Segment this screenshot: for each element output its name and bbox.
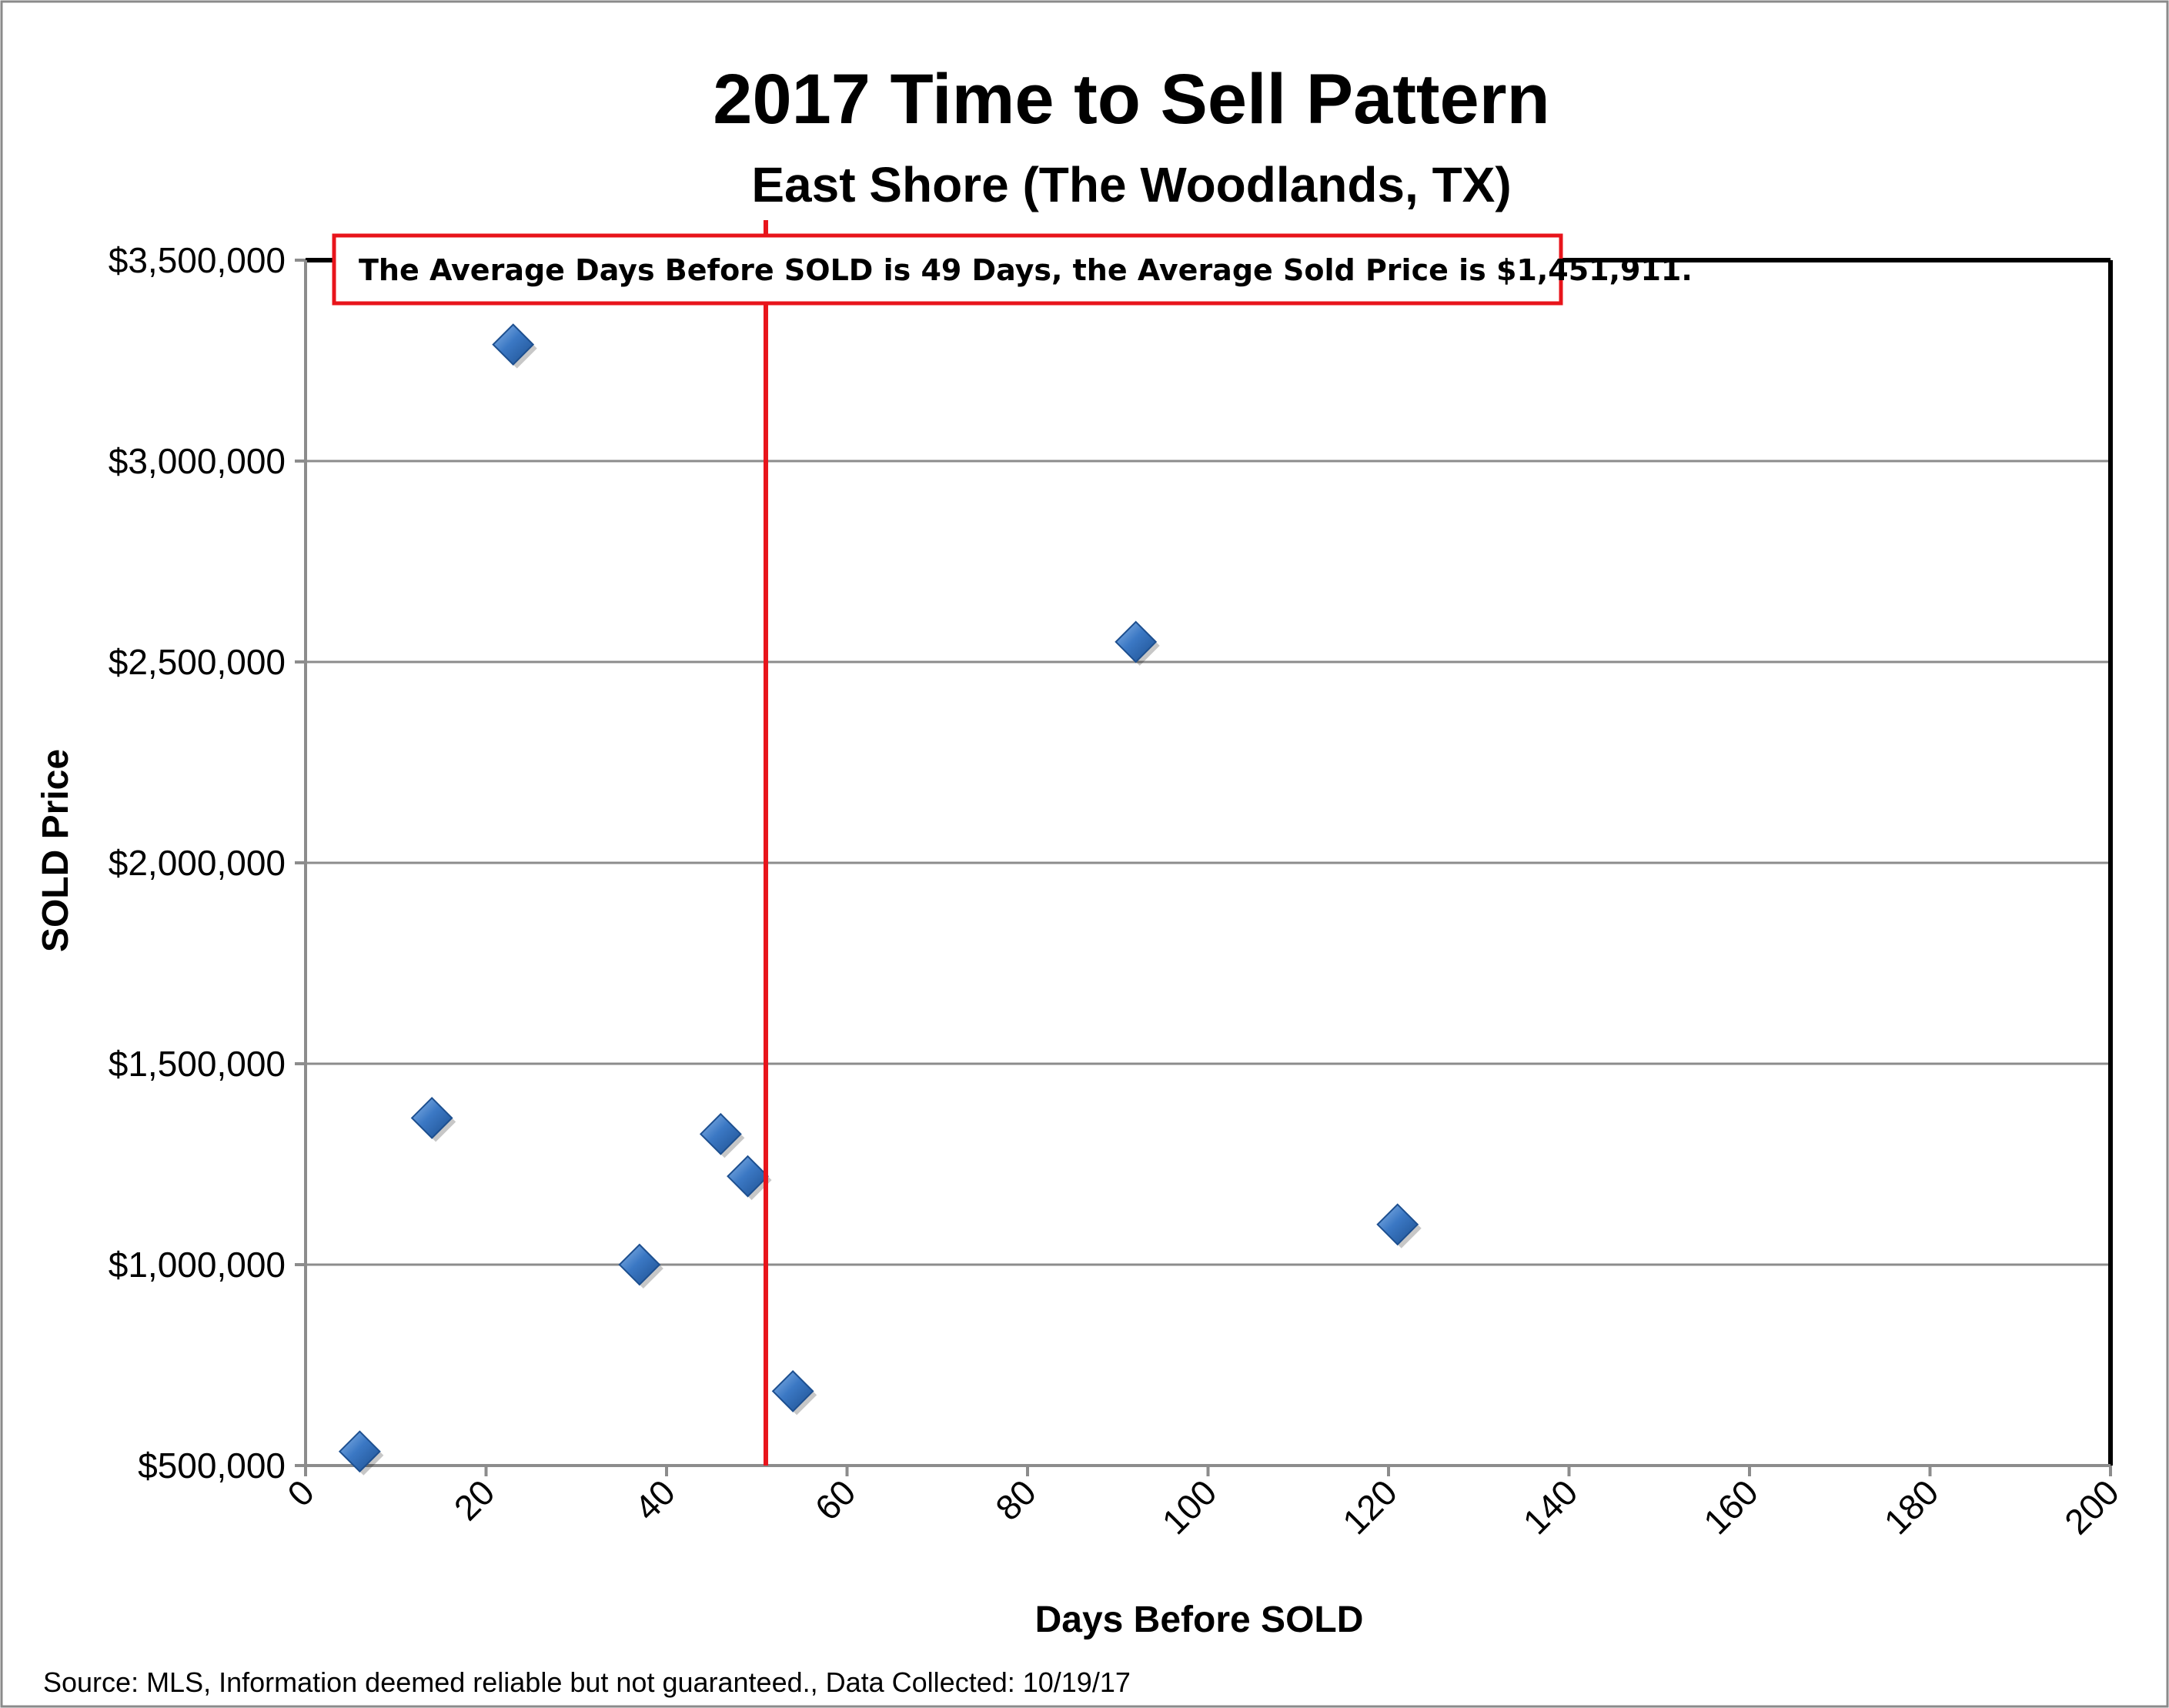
source-note: Source: MLS, Information deemed reliable… [43, 1666, 1131, 1698]
annotation-text: The Average Days Before SOLD is 49 Days,… [359, 253, 1693, 287]
data-point [492, 323, 535, 366]
data-point [1115, 620, 1158, 663]
data-point [1376, 1203, 1419, 1246]
y-tick-label: $500,000 [138, 1446, 286, 1486]
data-points [338, 323, 1422, 1476]
data-point [618, 1243, 661, 1286]
data-point [410, 1097, 453, 1139]
y-tick-label: $1,500,000 [109, 1044, 286, 1084]
data-point [771, 1370, 814, 1412]
y-tick-label: $2,500,000 [109, 642, 286, 682]
y-tick-label: $1,000,000 [109, 1245, 286, 1285]
x-axis-label: Days Before SOLD [1035, 1599, 1364, 1640]
grid-lines [306, 460, 2111, 1266]
chart-title: 2017 Time to Sell Pattern [713, 60, 1549, 139]
data-point [727, 1155, 769, 1198]
y-tick-label: $2,000,000 [109, 843, 286, 883]
chart-subtitle: East Shore (The Woodlands, TX) [751, 157, 1511, 212]
y-tick-labels: $500,000 $1,000,000 $1,500,000 $2,000,000 $2… [109, 240, 286, 1486]
annotation-box [332, 233, 1563, 306]
y-tick-label: $3,500,000 [109, 240, 286, 280]
y-tick-label: $3,000,000 [109, 441, 286, 481]
y-axis-label: SOLD Price [35, 749, 76, 952]
data-point [699, 1112, 742, 1155]
data-point [338, 1430, 381, 1473]
